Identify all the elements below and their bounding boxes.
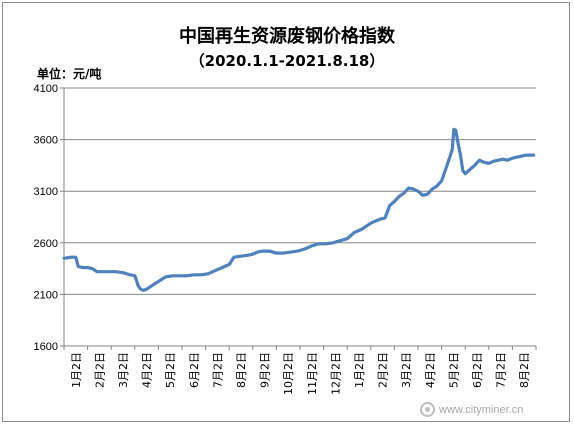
x-tick-label: 5月2日 [447,352,460,388]
x-tick-label: 10月2日 [282,352,295,395]
x-tick-label: 2月2日 [377,352,390,388]
x-tick-label: 7月2日 [495,352,508,388]
y-tick-labels: 1600 2100 2600 3100 3600 4100 [34,83,58,353]
chart-frame [2,2,570,422]
x-tick-label: 1月2日 [353,352,366,388]
x-tick-label: 3月2日 [117,352,130,388]
x-tick-label: 6月2日 [188,352,201,388]
chart-title: 中国再生资源废钢价格指数 [179,26,395,47]
x-tick-label: 8月2日 [235,352,248,388]
chart-subtitle: （2020.1.1-2021.8.18） [189,52,385,70]
y-tick-label: 1600 [34,341,58,353]
grid-lines [64,87,536,347]
x-tick-label: 11月2日 [306,352,319,395]
x-tick-label: 6月2日 [471,352,484,388]
unit-label: 单位：元/吨 [37,67,102,81]
x-tick-label: 4月2日 [141,352,154,388]
x-tick-label: 7月2日 [211,352,224,388]
x-tick-label: 2月2日 [93,352,106,388]
series-line-0 [62,127,536,292]
x-tick-label: 9月2日 [259,352,272,388]
axes [60,87,537,350]
y-tick-label: 2600 [34,238,58,250]
x-tick-label: 5月2日 [164,352,177,388]
cityminer-logo-icon [420,402,435,417]
y-tick-label: 4100 [34,83,58,95]
series [62,127,536,292]
x-tick-label: 1月2日 [70,352,83,388]
watermark: www.cityminer.cn [420,402,523,417]
watermark-text: www.cityminer.cn [439,403,524,416]
y-tick-label: 2100 [34,289,58,301]
x-tick-label: 4月2日 [424,352,437,388]
x-tick-label: 3月2日 [400,352,413,388]
y-tick-label: 3100 [34,186,58,198]
y-tick-label: 3600 [34,135,58,147]
x-tick-label: 12月2日 [329,352,342,395]
x-tick-label: 8月2日 [518,352,531,388]
x-tick-labels: 1月2日 2月2日 3月2日 4月2日 5月2日 6月2日 7月2日 8月2日 9月2日 10月2… [70,352,531,395]
